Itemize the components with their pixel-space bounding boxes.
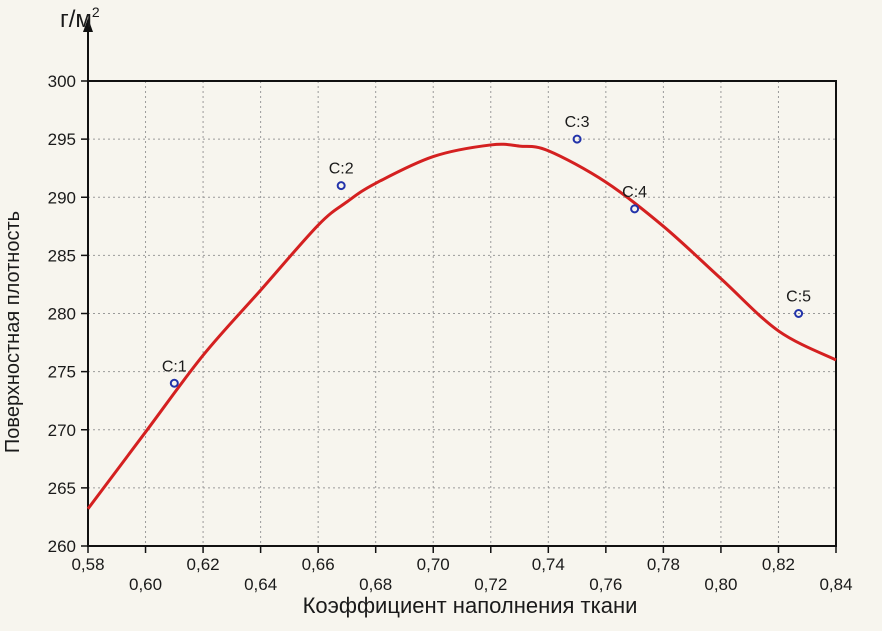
y-tick-label: 290 — [48, 188, 76, 207]
fit-curve — [86, 142, 837, 510]
data-point — [630, 204, 640, 214]
y-tick-label: 270 — [48, 421, 76, 440]
x-tick-label: 0,82 — [762, 555, 795, 574]
data-point-label: C:2 — [329, 161, 354, 178]
y-tick-label: 260 — [48, 537, 76, 556]
data-point — [169, 378, 179, 388]
y-tick-label: 275 — [48, 363, 76, 382]
y-tick-label: 280 — [48, 305, 76, 324]
data-point — [572, 134, 582, 144]
data-point — [794, 309, 804, 318]
x-tick-label: 0,62 — [187, 555, 220, 574]
x-tick-label: 0,68 — [359, 575, 392, 594]
x-tick-label: 0,74 — [532, 555, 565, 574]
tick-labels: 0,58 0,60 0,62 0,64 0,66 0,68 0,70 0,72 0,74 0,76… — [48, 72, 853, 594]
x-tick-label: 0,76 — [589, 575, 622, 594]
y-tick-label: 265 — [48, 479, 76, 498]
x-tick-label: 0,80 — [704, 575, 737, 594]
x-tick-label: 0,60 — [129, 575, 162, 594]
y-unit-exponent: 2 — [92, 4, 100, 20]
data-point-label: C:3 — [565, 114, 590, 131]
y-axis-arrow-head — [83, 18, 93, 32]
x-tick-label: 0,70 — [417, 555, 450, 574]
y-tick-label: 300 — [48, 72, 76, 91]
x-tick-label: 0,84 — [819, 575, 852, 594]
y-tick-label: 295 — [48, 130, 76, 149]
x-tick-label: 0,72 — [474, 575, 507, 594]
x-axis-label: Коэффициент наполнения ткани — [303, 593, 638, 618]
x-tick-label: 0,58 — [71, 555, 104, 574]
data-points: C:1 C:2 C:3 C:4 C:5 — [162, 114, 811, 388]
x-tick-label: 0,78 — [647, 555, 680, 574]
data-point-label: C:5 — [786, 289, 811, 306]
y-axis-arrow — [83, 18, 93, 81]
data-point-label: C:1 — [162, 358, 187, 375]
y-unit-base: г/м — [60, 6, 92, 33]
y-tick-label: 285 — [48, 246, 76, 265]
x-tick-label: 0,66 — [302, 555, 335, 574]
y-unit-label: г/м2 — [60, 4, 100, 33]
data-point-label: C:4 — [622, 184, 647, 201]
x-tick-label: 0,64 — [244, 575, 277, 594]
data-point — [336, 181, 346, 191]
y-axis-label: Поверхностная плотность — [2, 211, 24, 453]
